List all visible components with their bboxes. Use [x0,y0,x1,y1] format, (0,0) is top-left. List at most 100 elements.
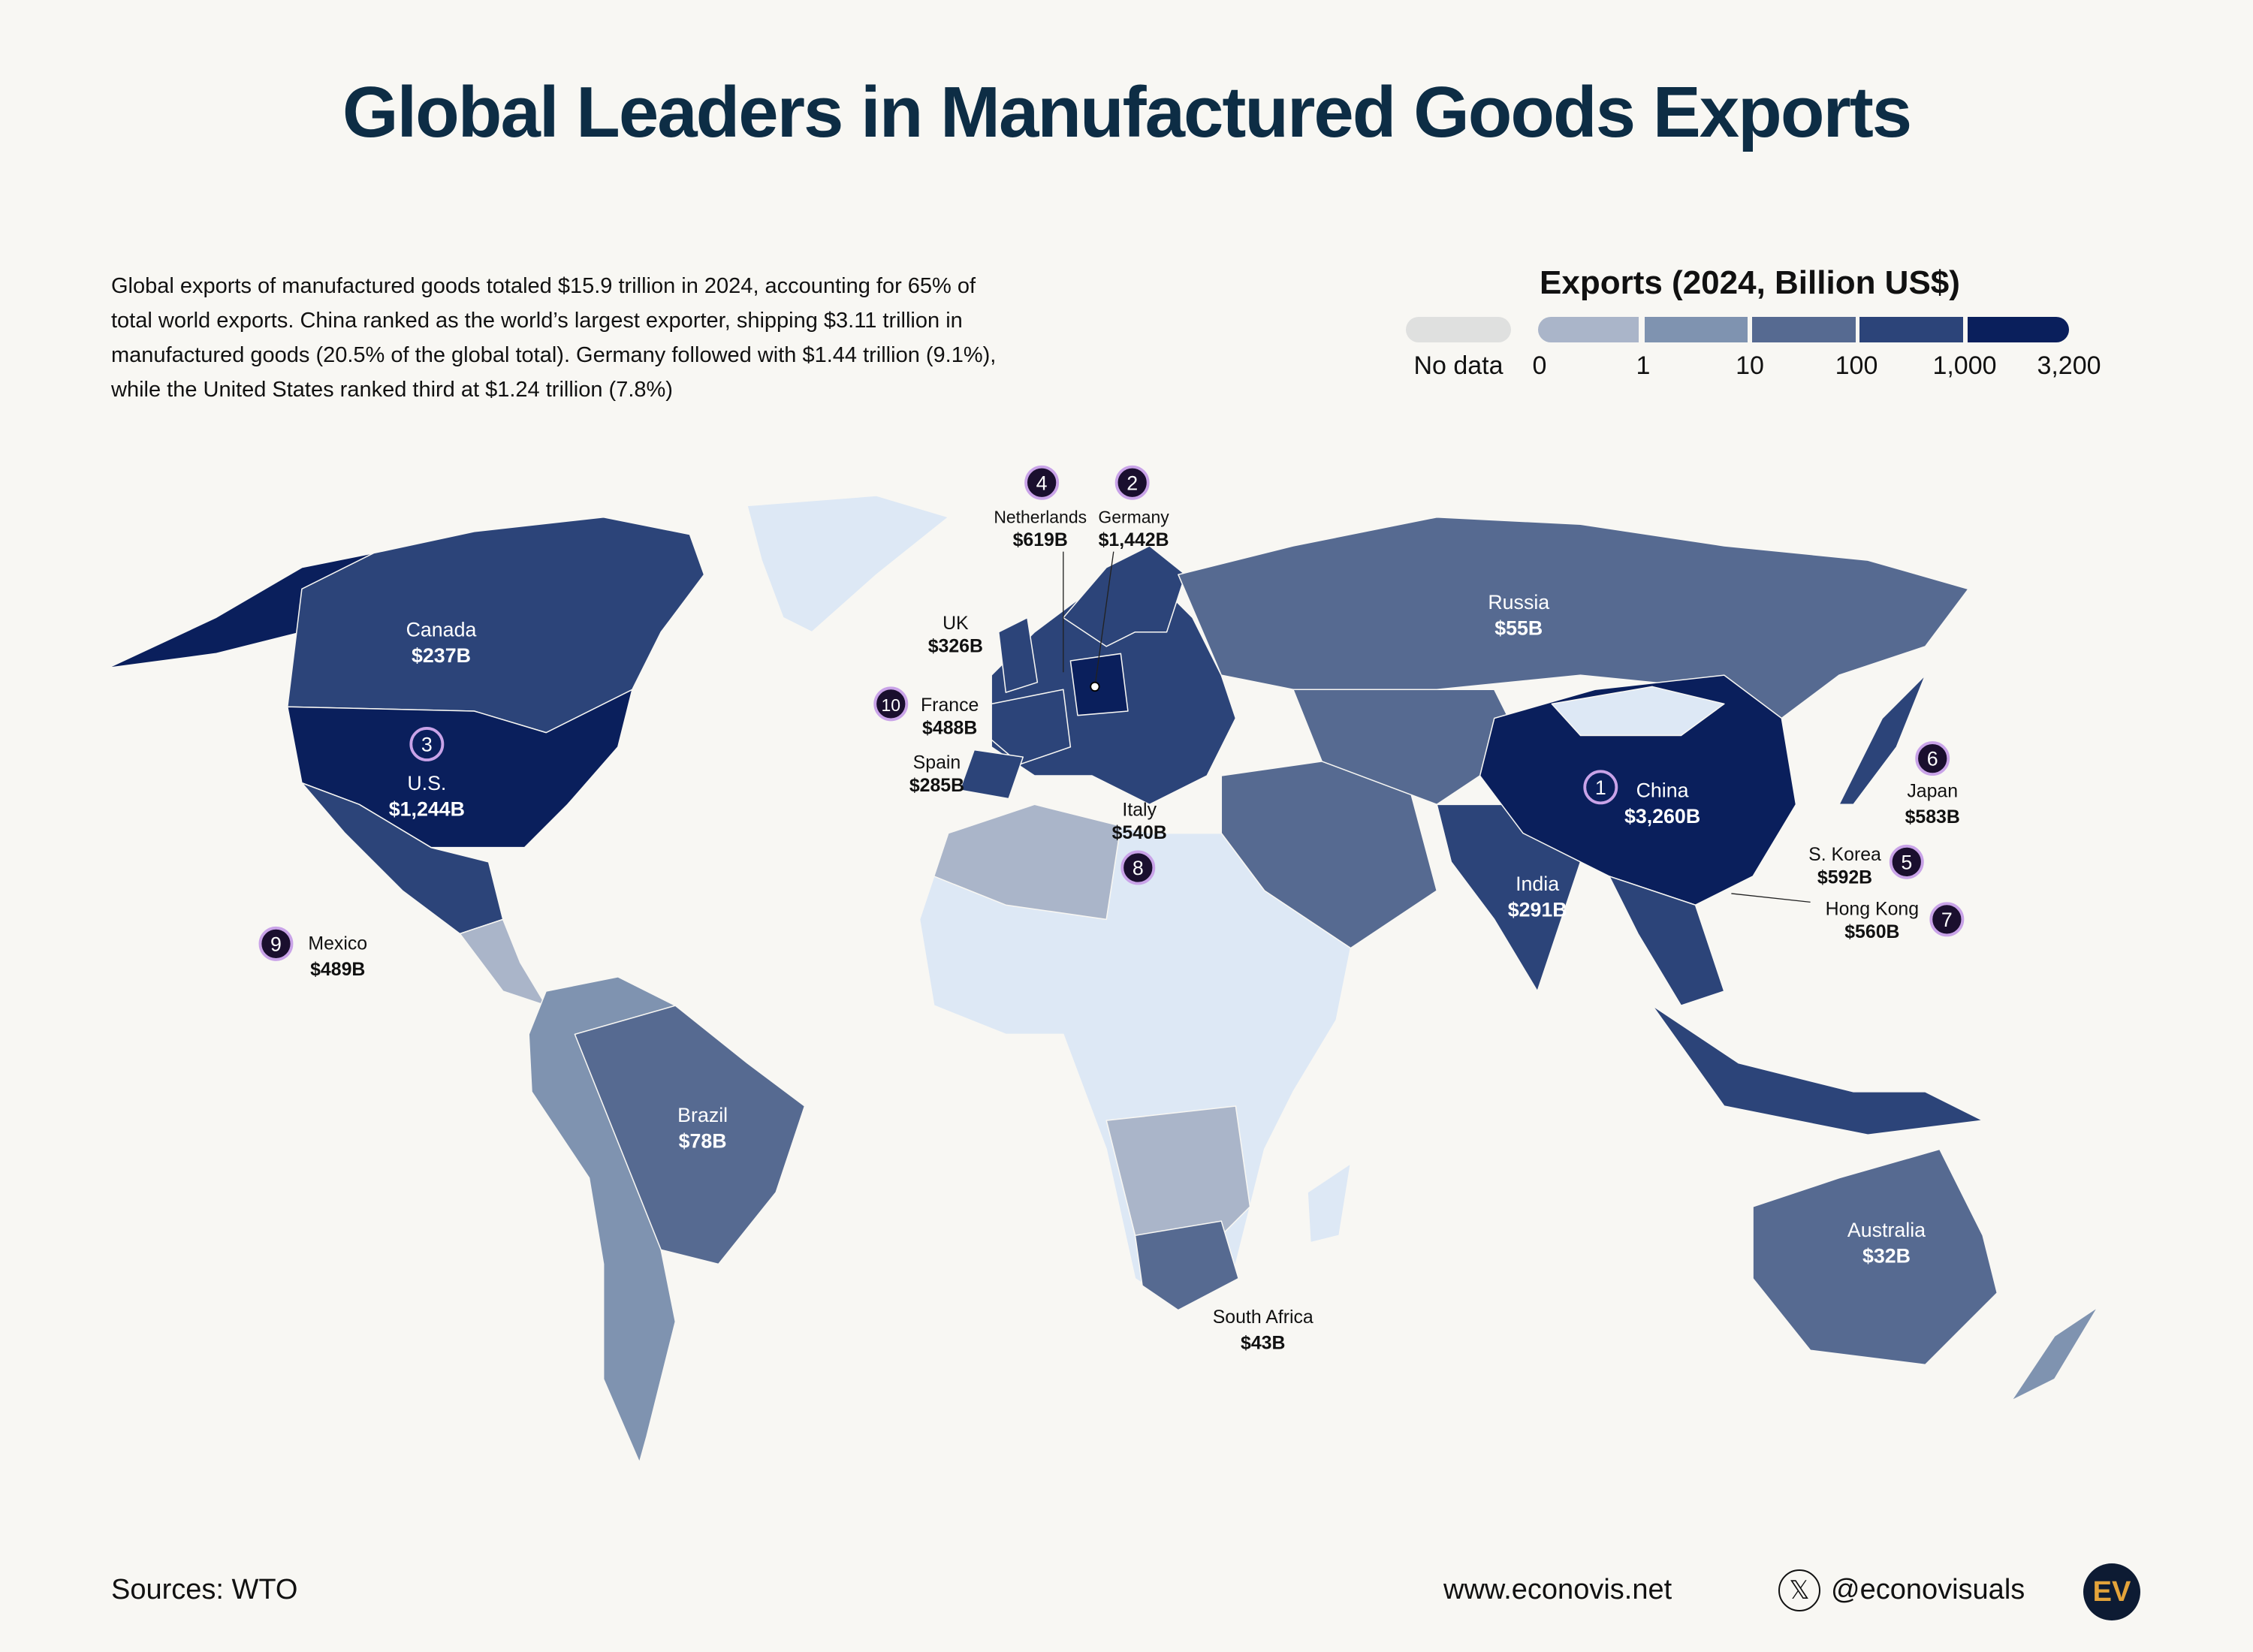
social-handle[interactable]: @econovisuals [1831,1574,2025,1605]
label-russia-name: Russia [1488,591,1549,613]
label-us-value: $1,244B [389,798,465,821]
label-china-value: $3,260B [1624,805,1700,828]
label-hongkong-value: $560B [1844,921,1899,942]
region-japan [1838,674,1926,806]
rank-badge [1114,465,1150,500]
label-brazil-value: $78B [679,1130,727,1153]
label-australia-name: Australia [1847,1219,1926,1241]
region-new-zealand [2010,1307,2098,1401]
legend-tick: 3,200 [2037,351,2101,380]
rank-number: 9 [270,933,282,955]
label-italy-name: Italy [1122,800,1157,821]
rank-number: 6 [1927,748,1938,770]
region-china [1479,674,1797,906]
label-netherlands-value: $619B [1013,529,1068,550]
rank-badge [1120,850,1156,885]
region-australia [1752,1148,1998,1366]
label-mexico-name: Mexico [308,933,367,954]
legend-tick: 100 [1835,351,1878,380]
label-japan-value: $583B [1905,806,1960,828]
label-italy-value: $540B [1112,822,1167,843]
label-skorea-name: S. Korea [1808,844,1881,865]
legend-swatch [1752,317,1856,342]
rank-badge [1889,844,1924,879]
label-spain-value: $285B [909,775,964,796]
rank-badge [1929,902,1965,937]
label-australia-value: $32B [1862,1245,1911,1268]
sources: Sources: WTO [111,1574,298,1605]
rank-number: 7 [1941,909,1953,931]
region-indonesia [1651,1005,1983,1136]
region-scandinavia [1063,545,1187,647]
region-france [991,689,1072,765]
rank-number: 3 [421,734,433,756]
legend-swatch [1968,317,2069,342]
legend-title: Exports (2024, Billion US$) [1540,264,1960,301]
label-us-name: U.S. [407,772,446,794]
label-hongkong-name: Hong Kong [1826,899,1919,920]
region-south-africa [1134,1220,1239,1311]
label-southafrica-name: South Africa [1213,1307,1313,1328]
label-france-name: France [921,695,979,716]
label-canada-value: $237B [412,644,471,667]
label-china-name: China [1636,779,1689,802]
rank-number: 2 [1126,472,1138,494]
region-north-africa [933,803,1122,921]
label-uk-name: UK [943,613,969,634]
label-russia-value: $55B [1494,617,1543,640]
legend-tick: 0 [1532,351,1547,380]
label-canada-name: Canada [406,618,477,641]
rank-badge [1915,741,1950,776]
label-india-name: India [1516,873,1559,895]
legend-swatch [1538,317,1639,342]
description: Global exports of manufactured goods tot… [111,274,997,402]
label-skorea-value: $592B [1817,867,1872,888]
label-germany-name: Germany [1098,507,1169,526]
label-spain-name: Spain [913,752,961,773]
rank-number: 1 [1595,776,1606,799]
logo-text: EV [2092,1576,2131,1608]
region-uk [997,616,1039,693]
germany-marker [1090,681,1100,692]
rank-badge [409,727,445,761]
rank-number: 4 [1036,472,1048,494]
label-japan-name: Japan [1907,781,1958,802]
rank-badge [1024,465,1060,500]
label-uk-value: $326B [928,636,983,657]
rank-number: 8 [1133,857,1144,879]
label-southafrica-value: $43B [1241,1332,1285,1353]
region-southern-africa [1105,1105,1251,1236]
region-russia [1178,516,1969,719]
label-germany-value: $1,442B [1099,529,1169,550]
legend-tick: 10 [1736,351,1764,380]
rank-badges: 4 2 10 3 9 8 1 6 5 7 [258,465,1965,961]
region-madagascar [1307,1162,1352,1244]
region-canada [287,516,705,734]
region-greenland [746,495,949,633]
rank-badge [873,686,909,722]
x-logo-icon: 𝕏 [1778,1569,1820,1611]
region-mongolia [1551,686,1725,737]
legend-tick: 1 [1636,351,1651,380]
label-france-value: $488B [922,718,977,739]
legend-swatch [1859,317,1963,342]
rank-badge [258,926,294,961]
label-india-value: $291B [1508,899,1567,921]
label-netherlands-name: Netherlands [994,507,1087,526]
econovis-logo: EV [2083,1563,2140,1620]
legend-no-data-label: No data [1413,351,1504,380]
hongkong-leader-line [1731,893,1811,903]
region-spain [959,749,1024,800]
label-brazil-name: Brazil [677,1104,728,1126]
region-central-america [459,918,547,1006]
legend-no-data-swatch [1406,317,1511,342]
website-link[interactable]: www.econovis.net [1443,1574,1672,1605]
region-brazil [574,1005,806,1265]
germany-leader-line [1094,551,1114,687]
region-southeast-asia [1609,876,1725,1006]
label-mexico-value: $489B [310,959,365,980]
legend-swatch [1645,317,1748,342]
page-title: Global Leaders in Manufactured Goods Exp… [342,72,1912,152]
rank-number: 10 [882,695,901,715]
